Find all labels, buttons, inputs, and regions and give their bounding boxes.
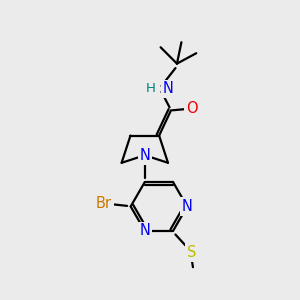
Text: N: N [140,148,150,163]
Text: H: H [146,82,156,95]
Text: N: N [182,199,193,214]
Text: S: S [187,245,196,260]
Text: O: O [186,101,198,116]
Text: Br: Br [96,196,112,211]
Text: N: N [163,81,174,96]
Text: N: N [140,224,150,238]
